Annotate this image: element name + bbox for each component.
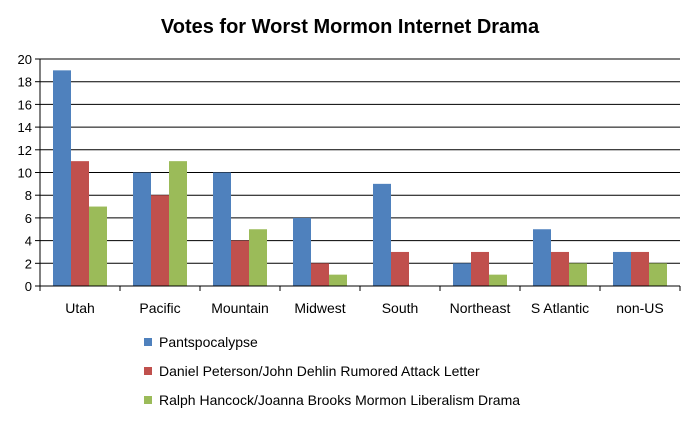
y-tick-label: 20 bbox=[18, 52, 32, 67]
y-tick-label: 18 bbox=[18, 75, 32, 90]
x-category-label: Northeast bbox=[450, 300, 511, 316]
y-tick-label: 6 bbox=[25, 211, 32, 226]
x-category-label: Midwest bbox=[294, 300, 345, 316]
bar bbox=[613, 251, 631, 286]
legend-label: Ralph Hancock/Joanna Brooks Mormon Liber… bbox=[159, 392, 520, 408]
bar bbox=[391, 251, 409, 286]
legend-swatch bbox=[144, 367, 152, 375]
bar bbox=[169, 161, 187, 286]
y-tick-label: 12 bbox=[18, 143, 32, 158]
x-category-label: S Atlantic bbox=[531, 300, 589, 316]
bar bbox=[133, 172, 151, 286]
x-category-label: non-US bbox=[616, 300, 663, 316]
legend-swatch bbox=[144, 338, 152, 346]
bar bbox=[53, 70, 71, 286]
legend-swatch bbox=[144, 396, 152, 404]
bar bbox=[533, 229, 551, 286]
x-category-label: Mountain bbox=[211, 300, 269, 316]
x-category-label: South bbox=[382, 300, 419, 316]
y-tick-label: 8 bbox=[25, 188, 32, 203]
y-axis-ticks: 0 2 4 6 8 10 12 14 16 18 20 bbox=[18, 52, 40, 294]
bar bbox=[569, 263, 587, 286]
x-axis-categories: Utah Pacific Mountain Midwest South Northeast… bbox=[65, 300, 664, 316]
bar bbox=[311, 263, 329, 286]
bar bbox=[71, 161, 89, 286]
y-tick-label: 14 bbox=[18, 120, 32, 135]
y-tick-label: 4 bbox=[25, 234, 32, 249]
bar bbox=[649, 263, 667, 286]
chart-title: Votes for Worst Mormon Internet Drama bbox=[161, 16, 540, 38]
axes bbox=[39, 59, 681, 291]
bar bbox=[489, 274, 507, 286]
legend: Pantspocalypse Daniel Peterson/John Dehli… bbox=[144, 334, 520, 408]
bar bbox=[631, 251, 649, 286]
y-tick-label: 10 bbox=[18, 166, 32, 181]
y-tick-label: 16 bbox=[18, 97, 32, 112]
bar bbox=[329, 274, 347, 286]
bar bbox=[151, 195, 169, 286]
bars bbox=[53, 70, 667, 286]
bar bbox=[231, 240, 249, 286]
bar bbox=[373, 183, 391, 286]
legend-label: Pantspocalypse bbox=[159, 334, 258, 350]
bar bbox=[453, 263, 471, 286]
x-category-label: Utah bbox=[65, 300, 95, 316]
bar bbox=[551, 251, 569, 286]
x-category-label: Pacific bbox=[139, 300, 180, 316]
bar bbox=[89, 206, 107, 286]
y-tick-label: 2 bbox=[25, 256, 32, 271]
bar bbox=[293, 217, 311, 286]
legend-label: Daniel Peterson/John Dehlin Rumored Atta… bbox=[159, 363, 480, 379]
bar bbox=[249, 229, 267, 286]
bar bbox=[213, 172, 231, 286]
y-tick-label: 0 bbox=[25, 279, 32, 294]
bar bbox=[471, 251, 489, 286]
